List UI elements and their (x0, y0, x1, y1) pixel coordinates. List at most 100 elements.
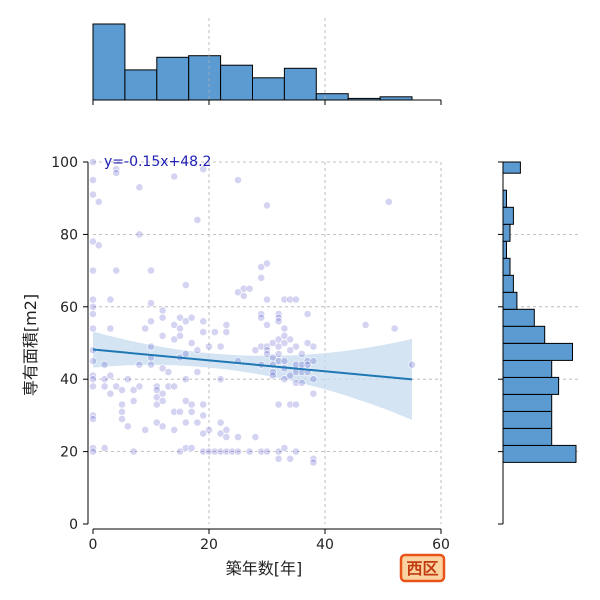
scatter-point (274, 349, 283, 358)
scatter-point (158, 396, 167, 405)
scatter-point (268, 339, 277, 347)
scatter-point (135, 382, 144, 391)
scatter-point (89, 382, 97, 391)
regression-equation: y=-0.15x+48.2 (104, 154, 211, 170)
scatter-point (199, 429, 208, 438)
scatter-point (309, 357, 318, 365)
y-histogram-bar (502, 444, 577, 463)
x-axis-label: 築年数[年] (226, 559, 303, 578)
scatter-point (257, 447, 266, 456)
y-histogram-bar (502, 393, 553, 412)
regression-line (92, 348, 413, 381)
y-histogram-bar (502, 291, 518, 310)
scatter-point (257, 263, 266, 271)
y-histogram-bar (502, 189, 507, 208)
scatter-point (170, 172, 179, 181)
scatter-point (89, 357, 97, 365)
scatter-point (274, 400, 283, 409)
y-histogram-bar (502, 240, 507, 259)
scatter-point (205, 425, 213, 434)
scatter-point (303, 339, 312, 347)
scatter-point (297, 378, 306, 387)
scatter-points (89, 158, 416, 467)
scatter-point (147, 299, 155, 308)
scatter-point (286, 346, 295, 355)
y-histogram-bar (502, 206, 514, 225)
scatter-point (123, 375, 132, 384)
scatter-point (216, 375, 225, 384)
scatter-point (297, 349, 306, 358)
y-tick-label: 0 (69, 517, 78, 533)
scatter-point (245, 447, 254, 456)
scatter-point (251, 346, 260, 355)
scatter-point (205, 447, 213, 456)
scatter-point (263, 349, 271, 358)
scatter-point (118, 386, 126, 394)
scatter-point (176, 324, 184, 333)
scatter-point (135, 230, 144, 239)
plot-grid (93, 161, 442, 524)
scatter-point (216, 447, 225, 456)
district-badge: 西区 (399, 553, 446, 583)
scatter-point (89, 158, 97, 166)
scatter-point (170, 382, 179, 391)
scatter-point (193, 346, 202, 355)
scatter-point (94, 197, 103, 206)
scatter-point (89, 302, 97, 311)
scatter-point (280, 324, 289, 333)
scatter-point (176, 331, 184, 340)
x-histogram-bar (188, 55, 222, 101)
y-axis-label: 専有面積[m2] (21, 294, 40, 396)
y-histogram-bar (502, 274, 514, 293)
scatter-point (89, 176, 97, 184)
scatter-point (164, 382, 173, 391)
scatter-point (309, 389, 318, 398)
scatter-point (89, 266, 97, 275)
scatter-point (216, 429, 225, 438)
scatter-point (158, 306, 167, 315)
scatter-point (361, 320, 370, 329)
scatter-point (158, 422, 167, 431)
scatter-point (292, 447, 300, 456)
scatter-point (286, 335, 295, 344)
scatter-point (89, 324, 97, 333)
y-histogram-bar (502, 308, 535, 327)
scatter-point (89, 295, 97, 304)
scatter-point (234, 288, 242, 297)
x-histogram-bar (315, 93, 349, 101)
scatter-point (280, 357, 289, 365)
y-histogram-bar (502, 342, 573, 361)
scatter-point (263, 320, 271, 329)
scatter-point (187, 407, 196, 416)
scatter-point (199, 317, 208, 326)
scatter-point (147, 266, 155, 275)
scatter-point (106, 295, 115, 304)
x-histogram-bar (283, 67, 317, 101)
district-badge-background (399, 553, 446, 583)
scatter-point (89, 237, 97, 246)
scatter-point (89, 190, 97, 199)
y-marginal-histogram (498, 161, 580, 525)
scatter-point (309, 375, 318, 384)
scatter-point (158, 364, 167, 373)
scatter-point (176, 407, 184, 416)
scatter-point (112, 266, 121, 275)
scatter-point (245, 284, 254, 293)
x-histogram-bar (220, 64, 254, 101)
scatter-point (292, 378, 300, 387)
scatter-point (181, 418, 190, 427)
scatter-point (176, 447, 184, 456)
scatter-point (89, 310, 97, 318)
y-histogram-bar (502, 161, 521, 174)
y-histogram-bar (502, 410, 553, 429)
scatter-point (170, 335, 179, 344)
scatter-point (257, 273, 266, 282)
scatter-point (112, 382, 121, 391)
scatter-point (129, 396, 138, 405)
scatter-point (112, 168, 121, 177)
scatter-point (280, 444, 289, 452)
scatter-point (123, 422, 132, 431)
y-histogram-bar (502, 325, 546, 344)
scatter-point (280, 295, 289, 304)
x-histogram-bar (124, 69, 158, 101)
